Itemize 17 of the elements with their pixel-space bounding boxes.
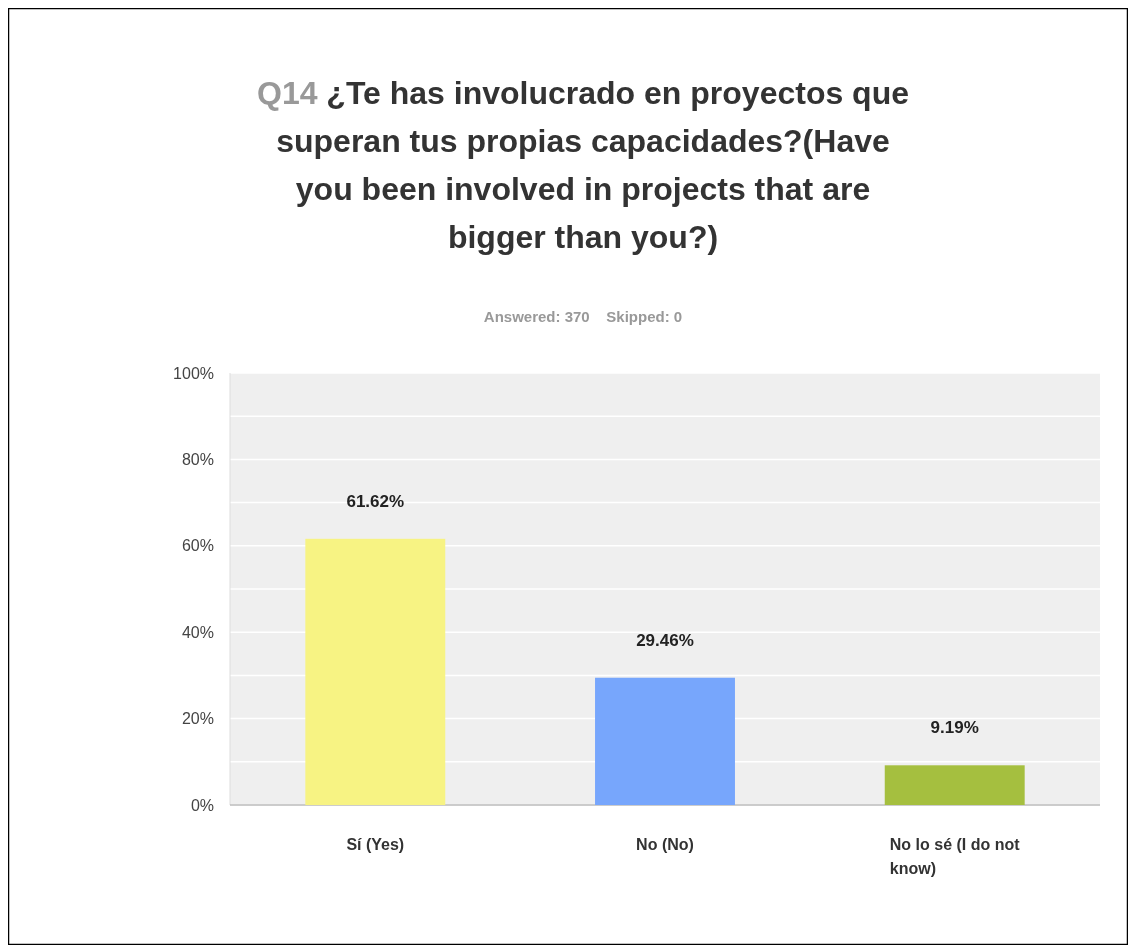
y-tick-label: 40%	[181, 623, 214, 641]
y-tick-label: 60%	[181, 537, 214, 555]
y-tick-label: 100%	[173, 364, 214, 382]
chart-subtitle: Answered: 370 Skipped: 0	[483, 308, 683, 325]
bar	[305, 538, 446, 805]
y-tick-label: 20%	[181, 710, 214, 728]
y-tick-label: 80%	[181, 451, 214, 468]
x-tick-label: Sí (Yes)	[346, 836, 405, 853]
bar	[884, 765, 1025, 805]
x-tick-label: No (No)	[636, 836, 694, 853]
x-tick-label: No lo sé (I do not know)	[889, 836, 1021, 877]
chart-title: Q14 ¿Te has involucrado en proyectos que superan tus propias capacidades?(Have you been involved in projects that are bigger than you?)	[256, 75, 910, 255]
bar	[595, 677, 735, 805]
data-label: 9.19%	[930, 718, 979, 738]
data-label: 61.62%	[346, 491, 405, 511]
data-label: 29.46%	[636, 630, 694, 650]
y-tick-label: 0%	[190, 796, 214, 814]
